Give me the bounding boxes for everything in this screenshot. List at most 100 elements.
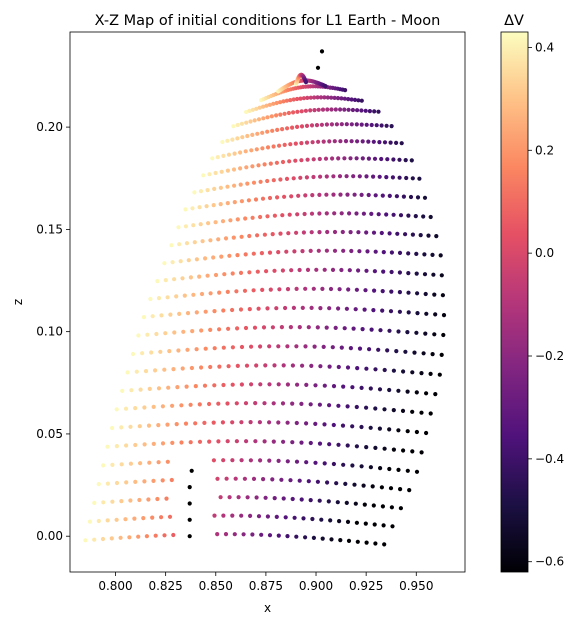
data-point bbox=[260, 196, 266, 201]
data-point bbox=[317, 192, 322, 197]
data-point bbox=[292, 515, 297, 520]
data-point bbox=[134, 369, 139, 374]
data-point bbox=[215, 476, 220, 481]
data-point bbox=[238, 150, 243, 155]
data-point bbox=[234, 439, 239, 444]
data-point bbox=[149, 350, 154, 355]
data-point bbox=[325, 480, 330, 485]
data-point bbox=[325, 107, 330, 112]
data-point bbox=[322, 422, 327, 427]
data-point bbox=[309, 123, 315, 128]
data-point bbox=[151, 404, 156, 409]
data-point bbox=[410, 176, 415, 181]
data-point bbox=[324, 174, 329, 179]
data-point bbox=[263, 363, 268, 368]
data-point bbox=[225, 138, 230, 143]
data-point bbox=[239, 513, 244, 518]
data-point bbox=[397, 157, 402, 162]
data-point bbox=[172, 330, 177, 335]
data-point bbox=[321, 139, 326, 144]
data-point-black bbox=[315, 65, 321, 70]
data-point bbox=[359, 192, 364, 197]
data-point bbox=[379, 156, 384, 162]
data-point bbox=[422, 272, 428, 277]
data-point bbox=[332, 229, 338, 235]
data-point bbox=[305, 95, 310, 100]
data-point bbox=[132, 516, 137, 521]
data-point bbox=[212, 309, 217, 314]
y-axis-title: z bbox=[11, 299, 25, 305]
data-point bbox=[372, 109, 377, 114]
data-point bbox=[363, 521, 368, 526]
data-point bbox=[279, 325, 284, 330]
data-point bbox=[362, 502, 367, 507]
data-point bbox=[344, 174, 349, 179]
data-point bbox=[233, 476, 238, 481]
data-point bbox=[338, 139, 343, 144]
data-point bbox=[304, 382, 309, 387]
data-point bbox=[367, 347, 372, 352]
data-point bbox=[317, 211, 322, 216]
colorbar-ticks: −0.6 −0.4 −0.2 0.0 0.2 0.4 bbox=[528, 40, 564, 569]
data-point bbox=[175, 385, 180, 390]
data-point bbox=[178, 259, 183, 264]
data-point bbox=[283, 515, 288, 520]
data-point bbox=[351, 326, 356, 331]
data-point bbox=[354, 404, 359, 410]
data-point bbox=[389, 269, 394, 275]
data-point bbox=[350, 463, 355, 468]
data-point bbox=[313, 383, 318, 388]
data-point bbox=[356, 98, 361, 103]
data-point bbox=[350, 385, 355, 390]
data-point bbox=[129, 388, 134, 393]
data-point bbox=[379, 230, 384, 236]
data-point bbox=[389, 505, 394, 510]
data-point bbox=[324, 192, 329, 197]
data-point bbox=[255, 269, 260, 274]
data-point bbox=[288, 325, 293, 330]
data-point bbox=[353, 307, 358, 312]
data-point bbox=[308, 248, 313, 253]
data-point bbox=[360, 139, 365, 144]
data-point bbox=[303, 193, 308, 198]
data-point bbox=[285, 420, 290, 425]
data-point bbox=[359, 385, 364, 390]
data-point bbox=[276, 420, 281, 425]
data-point bbox=[354, 156, 359, 161]
data-point bbox=[287, 212, 292, 217]
data-point bbox=[241, 532, 246, 537]
data-point bbox=[167, 514, 173, 519]
data-point bbox=[342, 96, 347, 101]
data-point bbox=[182, 293, 187, 298]
data-point bbox=[291, 176, 296, 181]
data-point bbox=[258, 214, 263, 220]
data-point bbox=[382, 140, 388, 145]
data-point bbox=[123, 517, 128, 522]
data-point bbox=[398, 487, 403, 492]
data-point bbox=[319, 517, 324, 522]
data-point bbox=[105, 481, 110, 486]
data-point bbox=[396, 329, 401, 334]
data-point bbox=[377, 387, 383, 392]
data-point bbox=[340, 229, 345, 235]
data-point bbox=[354, 122, 359, 127]
data-point bbox=[222, 272, 227, 277]
data-point bbox=[286, 231, 291, 236]
data-point bbox=[293, 141, 298, 146]
data-point bbox=[180, 366, 185, 371]
data-point bbox=[227, 495, 232, 500]
y-tick-label: 0.20 bbox=[36, 120, 63, 134]
data-point bbox=[174, 294, 179, 299]
data-point bbox=[183, 224, 188, 229]
data-point bbox=[176, 225, 181, 230]
data-point bbox=[319, 122, 324, 127]
data-point bbox=[124, 443, 129, 448]
data-point bbox=[265, 145, 271, 150]
data-point bbox=[153, 533, 158, 538]
data-point bbox=[299, 440, 304, 445]
data-point bbox=[337, 519, 342, 524]
data-point bbox=[410, 409, 415, 414]
data-point bbox=[391, 408, 396, 413]
data-point bbox=[352, 192, 357, 197]
data-point bbox=[285, 534, 290, 539]
